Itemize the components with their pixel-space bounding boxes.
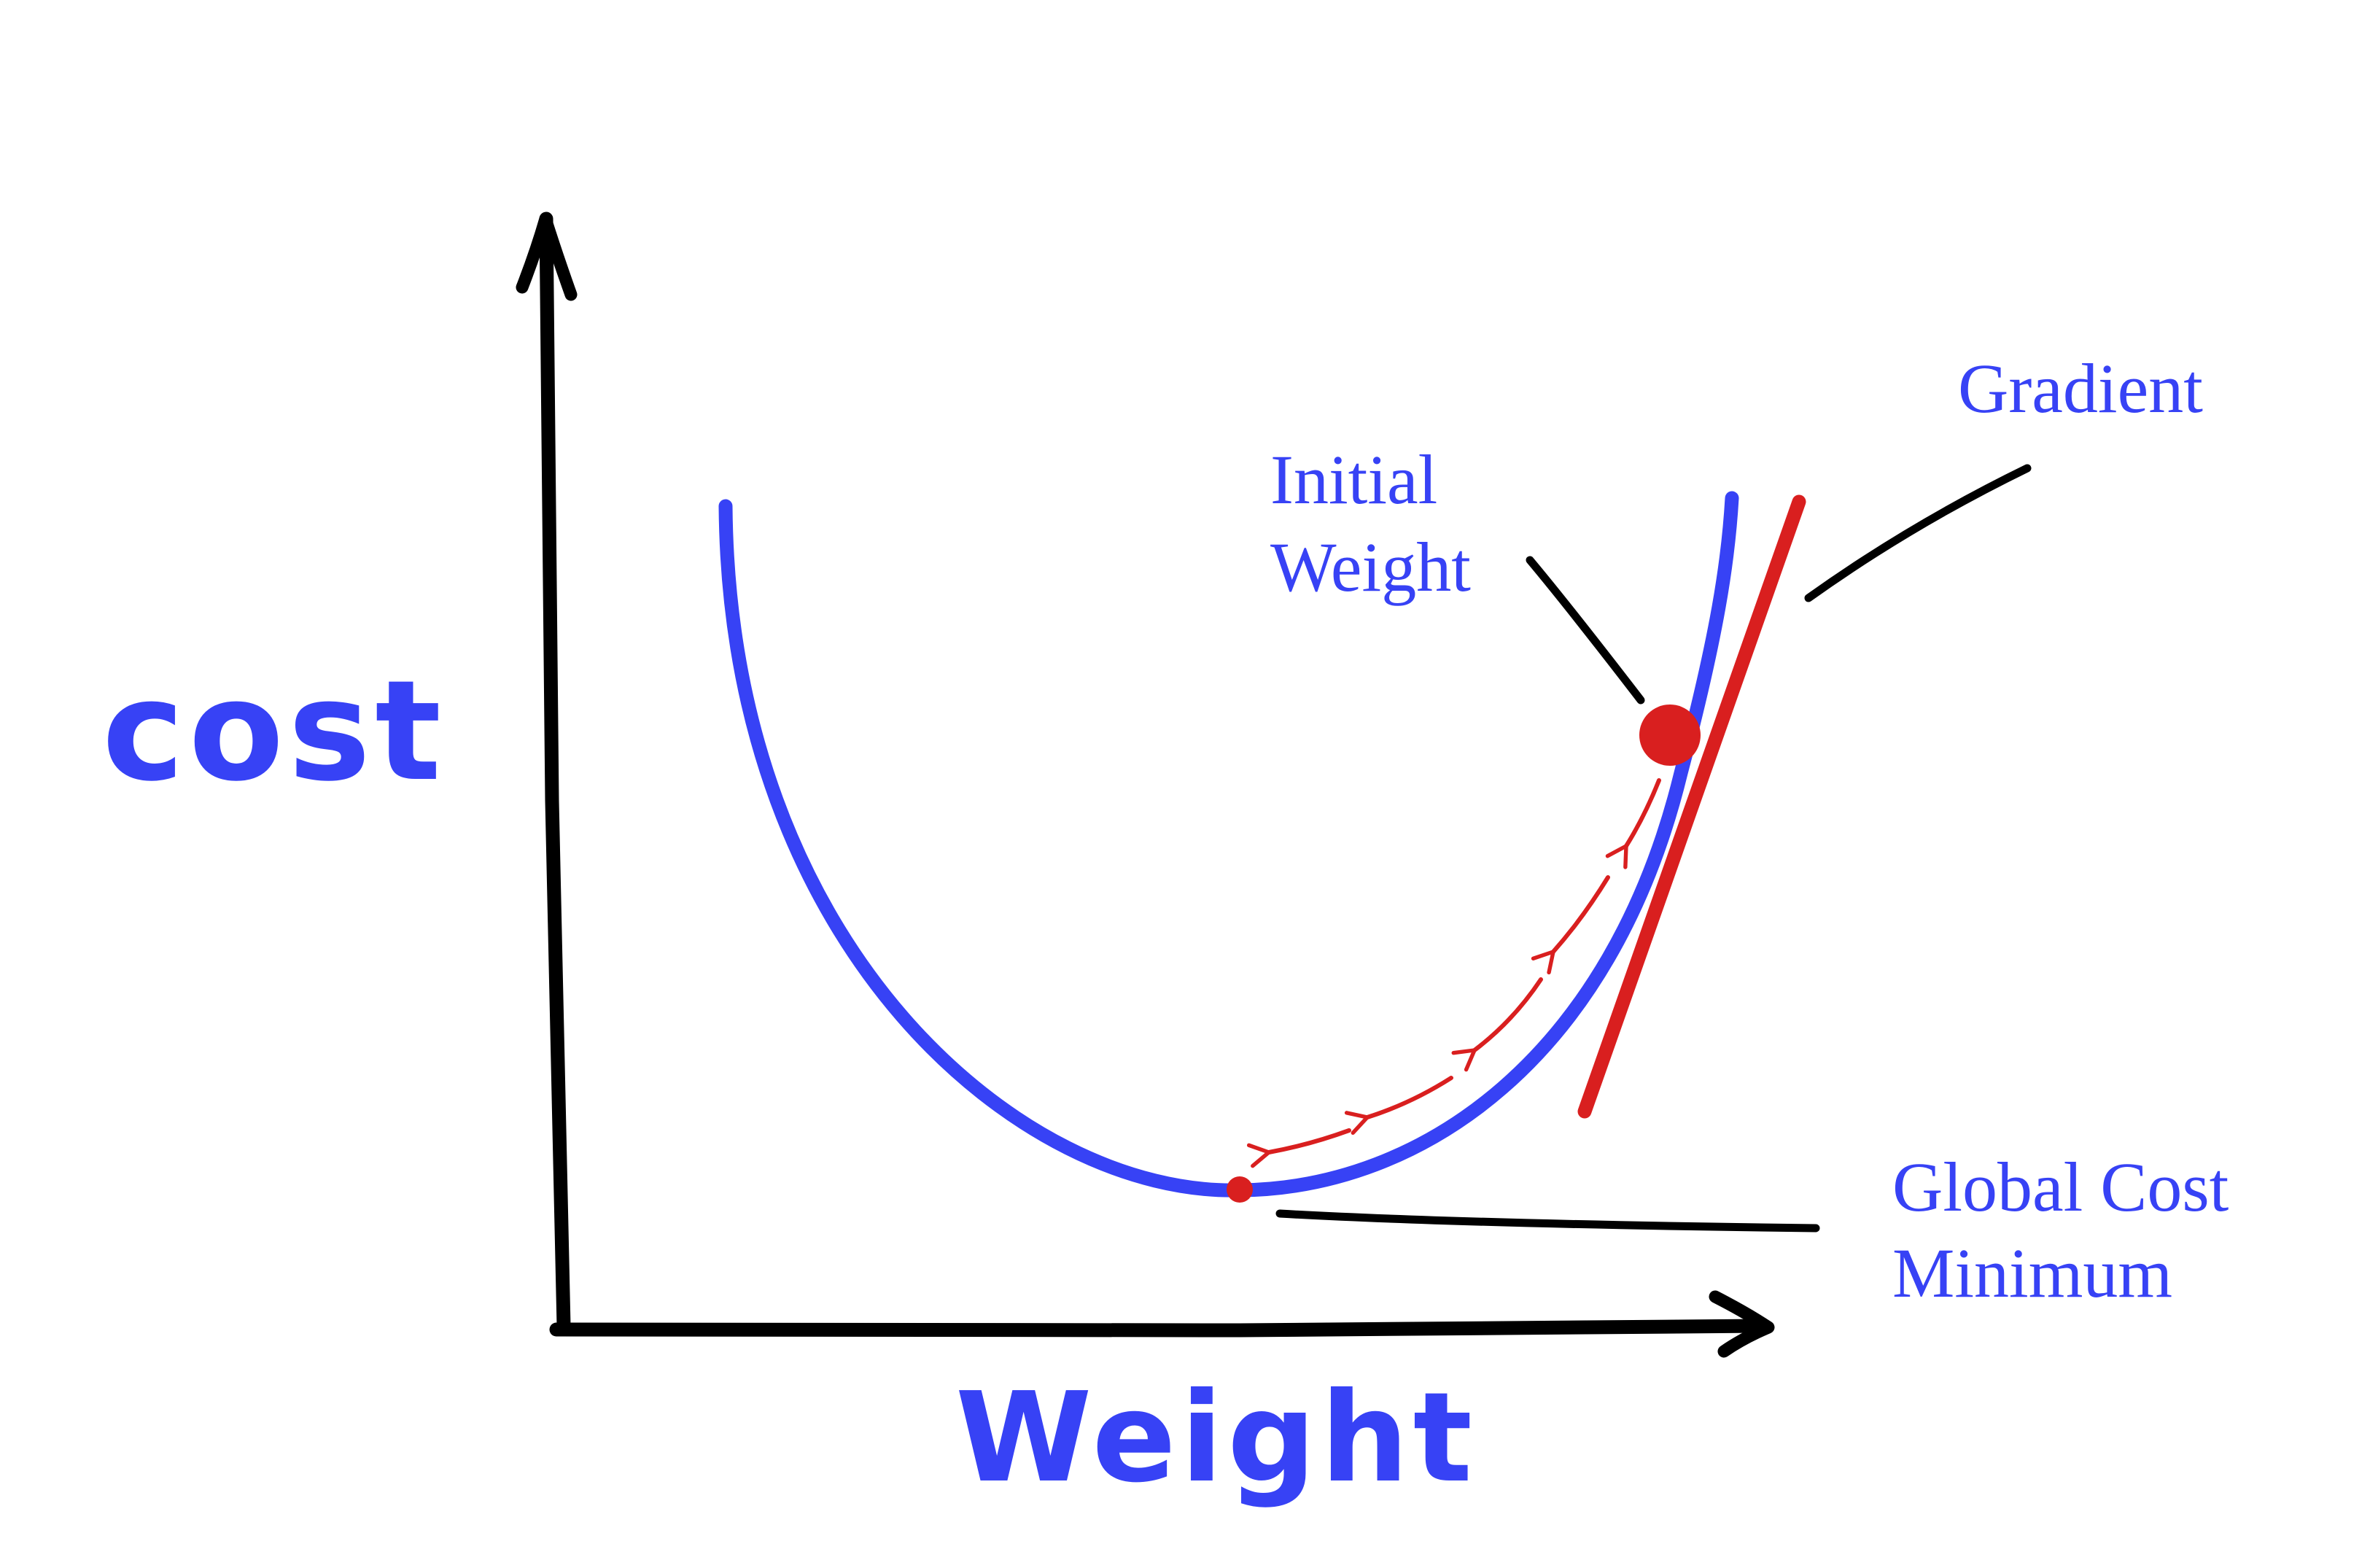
gradient-leader-line [1804, 464, 2032, 602]
global-minimum-leader-line [1275, 1209, 1820, 1233]
descent-step-arrow [1344, 1076, 1453, 1136]
descent-step-arrow [1246, 1128, 1351, 1168]
y-axis-label: cost [102, 651, 446, 812]
global-minimum-label-line2: Minimum [1892, 1234, 2172, 1312]
global-minimum-point [1227, 1176, 1253, 1203]
initial-weight-label-line2: Weight [1270, 528, 1471, 606]
descent-step-arrow [1531, 875, 1610, 975]
descent-step-arrow [1451, 977, 1543, 1072]
y-axis-arrowhead-icon [516, 212, 578, 301]
descent-steps [1246, 778, 1661, 1168]
initial-weight-point [1639, 705, 1701, 766]
x-axis [549, 1290, 1775, 1358]
initial-weight-label-line1: Initial [1270, 440, 1437, 519]
x-axis-line [549, 1319, 1771, 1338]
y-axis [516, 211, 578, 1333]
gradient-tangent-line [1577, 494, 1806, 1119]
x-axis-label: Weight [955, 1366, 1477, 1510]
cost-curve [718, 491, 1739, 1198]
x-axis-arrowhead-icon [1709, 1290, 1775, 1358]
gradient-label: Gradient [1958, 349, 2203, 427]
global-minimum-label-line1: Global Cost [1892, 1148, 2229, 1226]
descent-step-arrow [1605, 778, 1661, 869]
initial-weight-leader-line [1526, 556, 1645, 705]
y-axis-line [539, 211, 571, 1333]
